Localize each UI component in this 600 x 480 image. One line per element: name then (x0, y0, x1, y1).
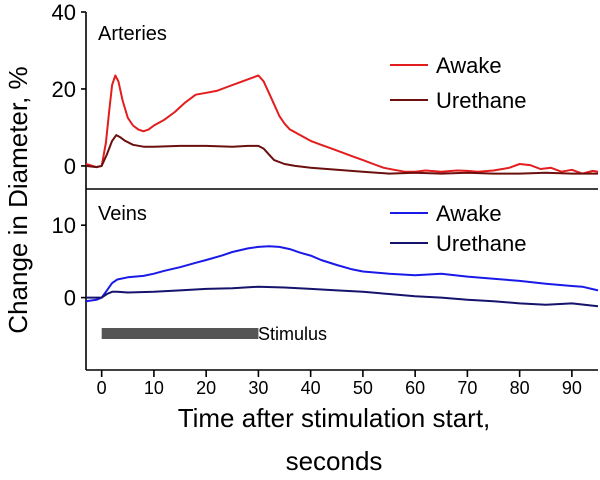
series-layer (85, 74, 599, 308)
stimulus-bar (101, 328, 259, 339)
legend-arteries-awake-label: Awake (436, 53, 502, 78)
y-axis-label: Change in Diameter, % (3, 66, 33, 333)
series-line-arteries-awake (85, 74, 599, 175)
y-tick-label-veins-0: 0 (64, 286, 76, 311)
series-line-veins-urethane (86, 285, 599, 308)
x-tick-label-40: 40 (301, 378, 321, 398)
x-tick-label-60: 60 (405, 378, 425, 398)
x-tick-label-20: 20 (196, 378, 216, 398)
legend-arteries-urethane-label: Urethane (436, 88, 527, 113)
x-tick-label-90: 90 (562, 378, 582, 398)
x-tick-label-70: 70 (457, 378, 477, 398)
series-line-arteries-urethane (85, 134, 598, 175)
y-tick-label-veins-10: 10 (52, 213, 76, 238)
x-axis-label-line-1: Time after stimulation start, (178, 403, 491, 433)
panel-label-veins: Veins (98, 203, 147, 225)
legend-veins-awake-label: Awake (436, 201, 502, 226)
y-tick-label-arteries-40: 40 (52, 0, 76, 25)
x-tick-label-80: 80 (510, 378, 530, 398)
y-tick-label-arteries-20: 20 (52, 77, 76, 102)
legend-veins-urethane-label: Urethane (436, 231, 527, 256)
ticks-layer: 0 20 40 0 10 0 10 20 30 40 50 60 70 80 90 (52, 0, 582, 398)
x-tick-label-30: 30 (248, 378, 268, 398)
panel-label-arteries: Arteries (98, 23, 167, 45)
legend-arteries: Awake Urethane (390, 53, 527, 113)
x-tick-label-10: 10 (144, 378, 164, 398)
x-axis-label-line-2: seconds (286, 446, 383, 476)
legend-veins: Awake Urethane (390, 201, 527, 256)
y-tick-label-arteries-0: 0 (64, 154, 76, 179)
x-tick-label-50: 50 (353, 378, 373, 398)
series-line-veins-awake (85, 245, 599, 303)
x-tick-label-0: 0 (97, 378, 107, 398)
stimulus-label: Stimulus (258, 324, 327, 344)
